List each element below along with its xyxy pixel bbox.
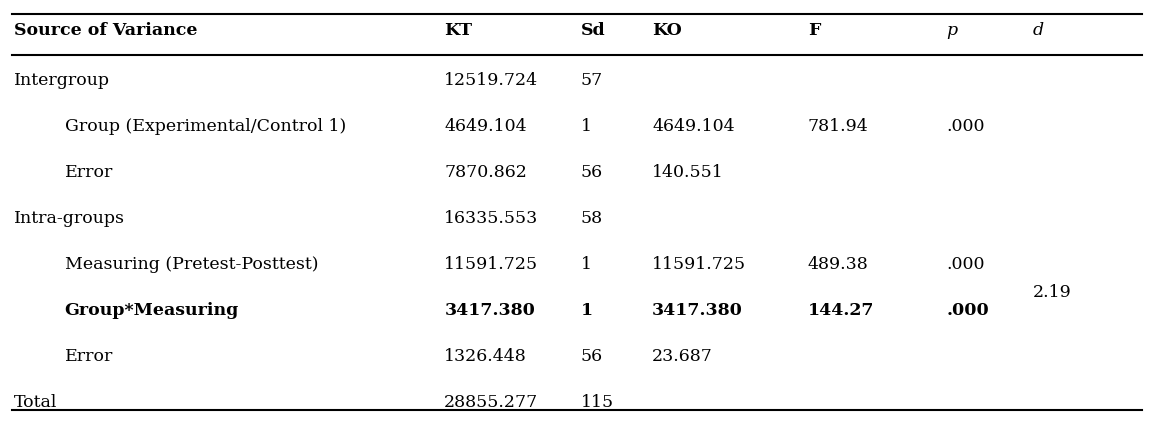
Text: KO: KO: [652, 22, 682, 39]
Text: Intergroup: Intergroup: [14, 72, 110, 89]
Text: 7870.862: 7870.862: [444, 164, 527, 181]
Text: 1: 1: [580, 302, 593, 319]
Text: Group (Experimental/Control 1): Group (Experimental/Control 1): [65, 118, 346, 135]
Text: .000: .000: [946, 118, 984, 135]
Text: 1: 1: [580, 118, 592, 135]
Text: 16335.553: 16335.553: [444, 210, 539, 227]
Text: 4649.104: 4649.104: [444, 118, 527, 135]
Text: .000: .000: [946, 256, 984, 273]
Text: 28855.277: 28855.277: [444, 394, 539, 411]
Text: 1326.448: 1326.448: [444, 348, 527, 365]
Text: 23.687: 23.687: [652, 348, 713, 365]
Text: 3417.380: 3417.380: [652, 302, 743, 319]
Text: 4649.104: 4649.104: [652, 118, 735, 135]
Text: 781.94: 781.94: [808, 118, 869, 135]
Text: 56: 56: [580, 164, 602, 181]
Text: F: F: [808, 22, 820, 39]
Text: Measuring (Pretest-Posttest): Measuring (Pretest-Posttest): [65, 256, 319, 273]
Text: Source of Variance: Source of Variance: [14, 22, 197, 39]
Text: 144.27: 144.27: [808, 302, 875, 319]
Text: p: p: [946, 22, 958, 39]
Text: 115: 115: [580, 394, 614, 411]
Text: 2.19: 2.19: [1033, 284, 1072, 301]
Text: Total: Total: [14, 394, 58, 411]
Text: 57: 57: [580, 72, 602, 89]
Text: 489.38: 489.38: [808, 256, 869, 273]
Text: Error: Error: [65, 164, 113, 181]
Text: 11591.725: 11591.725: [652, 256, 747, 273]
Text: 1: 1: [580, 256, 592, 273]
Text: 58: 58: [580, 210, 602, 227]
Text: Error: Error: [65, 348, 113, 365]
Text: 140.551: 140.551: [652, 164, 724, 181]
Text: 12519.724: 12519.724: [444, 72, 539, 89]
Text: KT: KT: [444, 22, 472, 39]
Text: 11591.725: 11591.725: [444, 256, 539, 273]
Text: .000: .000: [946, 302, 989, 319]
Text: Intra-groups: Intra-groups: [14, 210, 125, 227]
Text: 3417.380: 3417.380: [444, 302, 535, 319]
Text: d: d: [1033, 22, 1044, 39]
Text: 56: 56: [580, 348, 602, 365]
Text: Sd: Sd: [580, 22, 605, 39]
Text: Group*Measuring: Group*Measuring: [65, 302, 239, 319]
